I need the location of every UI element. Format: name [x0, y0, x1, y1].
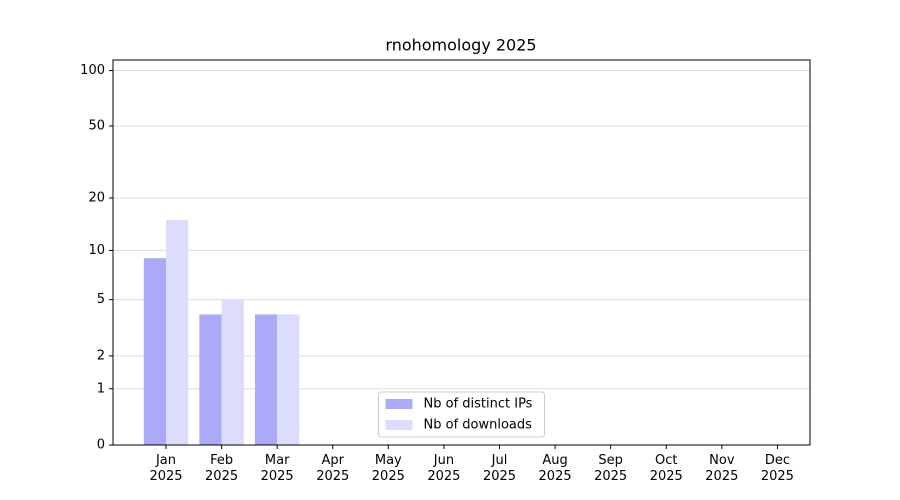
- legend-swatch: [385, 399, 413, 409]
- y-tick-label: 2: [97, 348, 105, 363]
- x-tick-label: Feb 2025: [205, 453, 239, 484]
- x-tick-label: Apr 2025: [316, 453, 350, 484]
- chart-title: rnohomology 2025: [385, 36, 536, 55]
- legend: Nb of distinct IPs Nb of downloads: [378, 391, 545, 438]
- x-tick-label: Jul 2025: [482, 453, 517, 484]
- bar: [277, 314, 300, 445]
- x-tick-label: Mar 2025: [260, 453, 294, 484]
- y-tick-label: 20: [88, 190, 105, 205]
- y-tick-label: 100: [80, 63, 105, 78]
- x-tick-label: Sep 2025: [594, 453, 628, 484]
- y-tick-label: 5: [97, 292, 105, 307]
- x-tick-label: Aug 2025: [538, 453, 572, 484]
- y-tick-label: 0: [97, 438, 105, 453]
- bar: [199, 314, 222, 445]
- y-tick-label: 1: [97, 381, 105, 396]
- legend-box: [378, 391, 545, 438]
- legend-swatch: [385, 420, 413, 430]
- legend-label: Nb of downloads: [424, 418, 533, 433]
- x-tick-label: Jan 2025: [149, 453, 183, 484]
- x-tick-label: May 2025: [371, 453, 405, 484]
- bar: [143, 258, 166, 445]
- legend-label: Nb of distinct IPs: [424, 397, 533, 412]
- y-tick-label: 10: [88, 243, 105, 258]
- y-tick-label: 50: [88, 118, 105, 133]
- plot-frame: [112, 59, 811, 446]
- bar: [166, 220, 189, 445]
- x-tick-label: Nov 2025: [705, 453, 739, 484]
- x-tick-label: Jun 2025: [427, 453, 461, 484]
- bar: [221, 299, 244, 445]
- x-tick-label: Oct 2025: [649, 453, 683, 484]
- x-tick-label: Dec 2025: [760, 453, 794, 484]
- bar: [254, 314, 278, 445]
